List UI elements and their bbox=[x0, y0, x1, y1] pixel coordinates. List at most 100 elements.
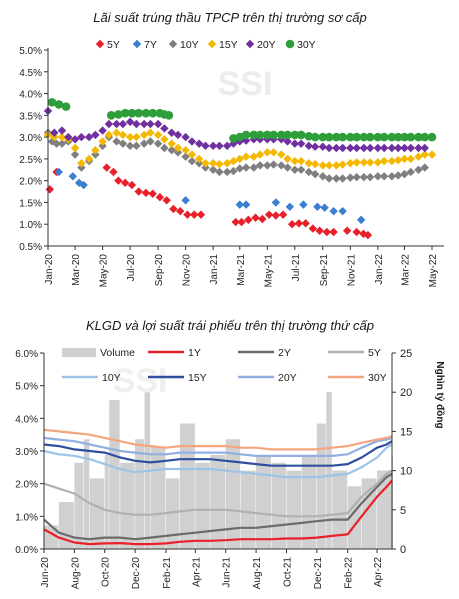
point-15Y bbox=[201, 159, 210, 168]
point-30Y bbox=[373, 132, 383, 142]
point-20Y bbox=[112, 119, 121, 129]
point-10Y bbox=[406, 167, 415, 177]
chart2-x-ticks: Jun-20 Aug-20 Oct-20 Dec-20 Feb-21 Apr-21 Jun-… bbox=[40, 549, 384, 589]
point-15Y bbox=[406, 154, 415, 164]
point-20Y bbox=[222, 141, 232, 151]
line-2Y bbox=[43, 472, 393, 541]
x-tick-label: Jan-21 bbox=[209, 254, 220, 285]
point-10Y bbox=[57, 139, 67, 148]
point-15Y bbox=[420, 150, 429, 159]
point-10Y bbox=[98, 141, 107, 151]
volume-bar bbox=[165, 478, 180, 549]
point-15Y bbox=[173, 143, 183, 153]
point-30Y bbox=[324, 132, 334, 142]
point-20Y bbox=[160, 124, 169, 133]
point-7Y bbox=[285, 202, 295, 211]
point-30Y bbox=[420, 132, 430, 142]
point-15Y bbox=[153, 130, 163, 140]
point-5Y bbox=[271, 211, 281, 220]
y2-tick-label: 0 bbox=[400, 544, 406, 556]
point-20Y bbox=[104, 119, 114, 129]
x-tick-label: Aug-21 bbox=[252, 557, 263, 590]
point-7Y bbox=[329, 206, 338, 216]
chart2-series bbox=[43, 428, 393, 546]
point-15Y bbox=[365, 158, 375, 167]
point-10Y bbox=[139, 139, 149, 148]
point-30Y bbox=[120, 108, 130, 118]
point-5Y bbox=[176, 206, 185, 216]
point-10Y bbox=[125, 141, 135, 151]
point-10Y bbox=[194, 159, 204, 168]
volume-bar bbox=[89, 478, 105, 549]
point-30Y bbox=[134, 108, 143, 118]
point-10Y bbox=[215, 167, 224, 177]
point-5Y bbox=[322, 227, 332, 237]
point-30Y bbox=[359, 132, 369, 142]
point-15Y bbox=[104, 130, 114, 140]
legend-label-1Y: 1Y bbox=[188, 347, 201, 359]
point-10Y bbox=[359, 172, 369, 182]
point-10Y bbox=[269, 160, 278, 169]
volume-bar bbox=[326, 392, 332, 549]
point-10Y bbox=[167, 145, 176, 155]
point-7Y bbox=[241, 200, 251, 209]
legend-label-5Y: 5Y bbox=[107, 39, 120, 51]
point-30Y bbox=[379, 132, 389, 142]
chart1: Lãi suất trúng thầu TPCP trên thị trường… bbox=[19, 10, 444, 287]
point-20Y bbox=[346, 143, 355, 153]
point-15Y bbox=[387, 156, 397, 166]
chart1-legend: 5Y 7Y 10Y 15Y 20Y 30Y bbox=[95, 39, 316, 51]
point-10Y bbox=[132, 141, 141, 151]
point-15Y bbox=[269, 148, 278, 157]
point-20Y bbox=[400, 143, 409, 153]
y-tick-label: 4.0% bbox=[15, 414, 38, 425]
point-20Y bbox=[77, 132, 86, 142]
x-tick-label: Oct-20 bbox=[101, 557, 112, 587]
point-15Y bbox=[255, 150, 265, 159]
point-30Y bbox=[290, 130, 300, 140]
point-10Y bbox=[414, 165, 423, 174]
point-15Y bbox=[352, 158, 361, 167]
point-15Y bbox=[50, 132, 59, 142]
legend-label-2Y: 2Y bbox=[278, 347, 291, 359]
point-20Y bbox=[310, 142, 320, 151]
point-20Y bbox=[173, 130, 183, 140]
legend-label-30Y: 30Y bbox=[297, 39, 316, 51]
point-15Y bbox=[310, 159, 320, 169]
point-5Y bbox=[329, 227, 338, 237]
point-10Y bbox=[290, 165, 300, 174]
x-tick-label: Feb-21 bbox=[162, 557, 173, 589]
y2-tick-label: 15 bbox=[400, 426, 412, 438]
volume-bar bbox=[225, 439, 241, 549]
x-tick-label: Mar-22 bbox=[400, 254, 411, 286]
point-30Y bbox=[304, 131, 314, 141]
legend-marker-15Y bbox=[207, 39, 217, 49]
legend-label-10Y: 10Y bbox=[180, 39, 199, 51]
point-20Y bbox=[414, 143, 423, 153]
point-5Y bbox=[183, 210, 192, 219]
point-10Y bbox=[310, 169, 320, 179]
point-15Y bbox=[125, 132, 135, 142]
x-tick-label: May-20 bbox=[99, 254, 110, 288]
legend-label-15Y: 15Y bbox=[219, 39, 238, 51]
volume-bar bbox=[286, 470, 302, 549]
point-30Y bbox=[269, 130, 278, 140]
point-10Y bbox=[365, 172, 375, 182]
point-30Y bbox=[338, 132, 347, 142]
point-30Y bbox=[276, 130, 286, 140]
point-10Y bbox=[387, 172, 397, 181]
point-15Y bbox=[146, 128, 155, 137]
point-5Y bbox=[264, 210, 274, 219]
point-20Y bbox=[318, 142, 328, 151]
point-10Y bbox=[283, 163, 292, 172]
point-7Y bbox=[235, 200, 244, 209]
point-20Y bbox=[332, 143, 341, 153]
x-tick-label: Jan-20 bbox=[44, 254, 55, 285]
y2-tick-label: 10 bbox=[400, 466, 412, 478]
point-7Y bbox=[79, 180, 88, 190]
point-10Y bbox=[229, 166, 238, 176]
point-10Y bbox=[241, 163, 251, 172]
point-10Y bbox=[332, 174, 341, 183]
point-5Y bbox=[251, 213, 260, 222]
point-15Y bbox=[359, 158, 369, 167]
